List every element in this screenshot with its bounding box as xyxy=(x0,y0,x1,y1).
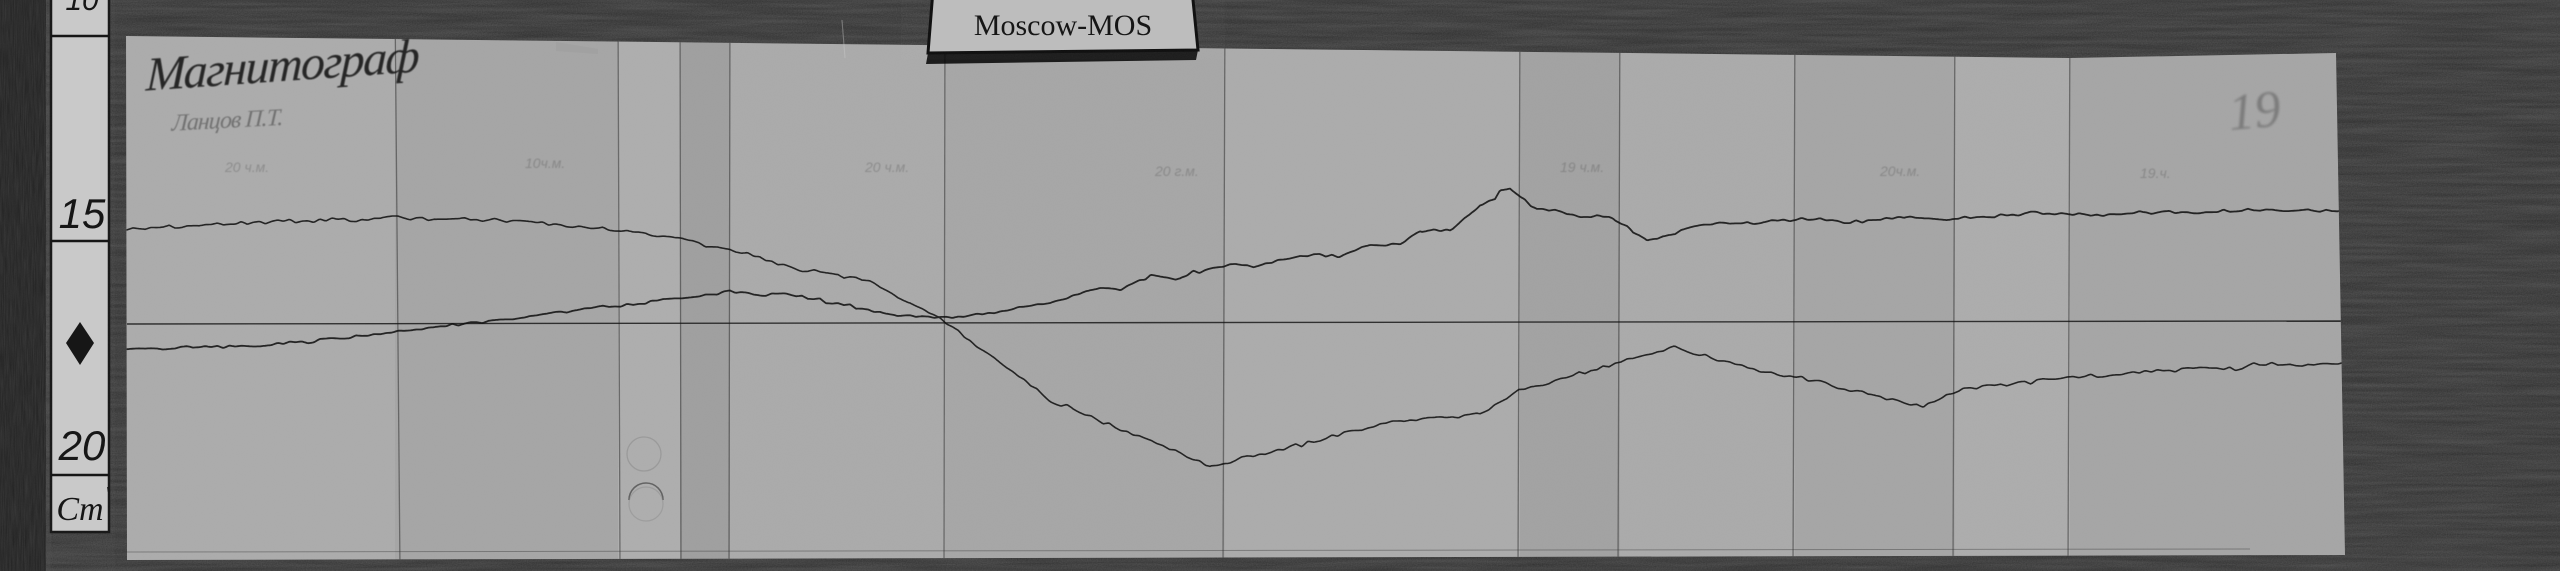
svg-text:': ' xyxy=(106,483,110,505)
svg-text:20ч.м.: 20ч.м. xyxy=(1879,163,1920,179)
svg-text:19.ч.: 19.ч. xyxy=(2140,165,2171,181)
svg-text:20 ч.м.: 20 ч.м. xyxy=(224,159,269,175)
svg-text:20 ч.м.: 20 ч.м. xyxy=(864,159,909,175)
svg-text:19 ч.м.: 19 ч.м. xyxy=(1560,159,1604,175)
svg-text:10: 10 xyxy=(65,0,99,17)
svg-text:15: 15 xyxy=(59,190,106,237)
svg-text:Moscow-MOS: Moscow-MOS xyxy=(974,9,1152,42)
svg-text:Cm: Cm xyxy=(56,491,103,528)
svg-text:19: 19 xyxy=(2226,81,2283,142)
svg-text:10ч.м.: 10ч.м. xyxy=(525,155,565,171)
svg-text:20: 20 xyxy=(58,422,106,469)
svg-text:20 г.м.: 20 г.м. xyxy=(1154,163,1199,179)
